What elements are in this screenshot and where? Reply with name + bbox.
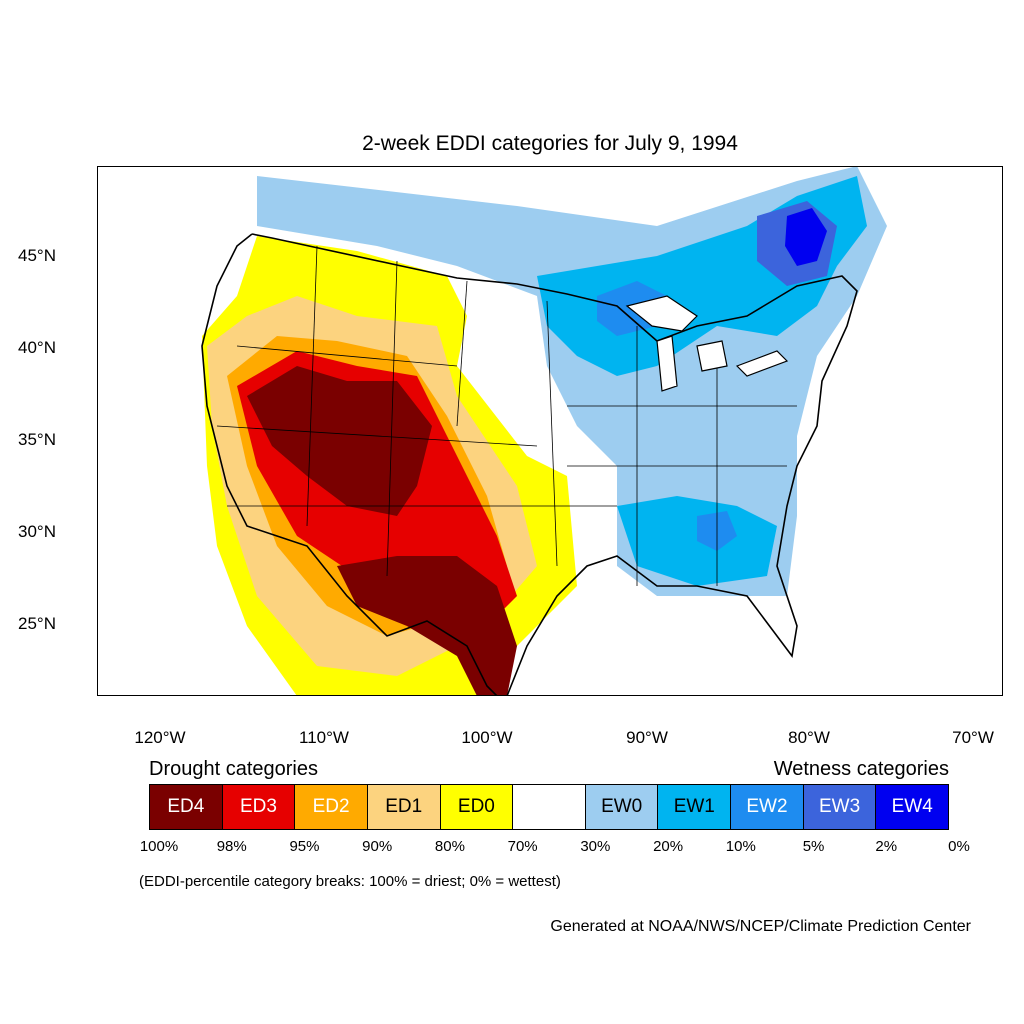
percent-break-label: 100% [139,838,179,855]
percent-break-label: 95% [289,838,320,855]
percent-break-label: 70% [507,838,538,855]
percent-break-label: 30% [580,838,611,855]
legend-box-ed1: ED1 [367,785,441,829]
lon-label-90: 90°W [626,728,668,747]
percent-break-label: 2% [875,838,898,855]
percent-break-label: 90% [362,838,393,855]
percent-break-label: 5% [802,838,825,855]
eddi-map [97,166,1003,696]
drought-ed4-region-south [337,556,517,696]
lon-label-120: 120°W [134,728,186,747]
percent-break-label: 98% [216,838,247,855]
state-borders [216,245,797,586]
percent-break-label: 0% [948,838,970,855]
map-title: 2-week EDDI categories for July 9, 1994 [362,132,738,155]
credit-line: Generated at NOAA/NWS/NCEP/Climate Predi… [550,918,971,935]
legend-box-ed2: ED2 [295,785,368,829]
legend-box-ed4: ED4 [150,785,223,829]
lat-label-35: 35°N [18,430,56,449]
lat-label-45: 45°N [18,246,56,265]
legend-box-ed0: ED0 [440,785,514,829]
legend-box-ew2: EW2 [731,785,804,829]
legend-box-ew1: EW1 [658,785,732,829]
category-legend: ED4 ED3 ED2 ED1 ED0 EW0 EW1 EW2 EW3 EW4 [149,784,949,830]
legend-box-ew4: EW4 [876,785,949,829]
percent-break-label: 80% [434,838,465,855]
lat-label-30: 30°N [18,522,56,541]
category-breaks-note: (EDDI-percentile category breaks: 100% =… [139,873,561,890]
wetness-categories-heading: Wetness categories [773,758,949,780]
lat-label-40: 40°N [18,338,56,357]
lat-label-25: 25°N [18,614,56,633]
lon-label-80: 80°W [788,728,830,747]
eddi-map-canvas [97,166,1003,696]
legend-box-ew0: EW0 [585,785,659,829]
percent-break-label: 10% [725,838,756,855]
lon-label-100: 100°W [461,728,513,747]
legend-box-ed3: ED3 [222,785,296,829]
lon-label-110: 110°W [299,728,349,747]
legend-box-ew3: EW3 [803,785,877,829]
country-outline [201,233,858,696]
percent-break-label: 20% [653,838,684,855]
legend-box-neutral [513,785,586,829]
great-lakes [625,295,789,392]
drought-categories-heading: Drought categories [149,758,318,780]
wetness-ew4-region [785,208,827,266]
lon-label-70: 70°W [952,728,994,747]
drought-ed4-region [247,366,432,516]
